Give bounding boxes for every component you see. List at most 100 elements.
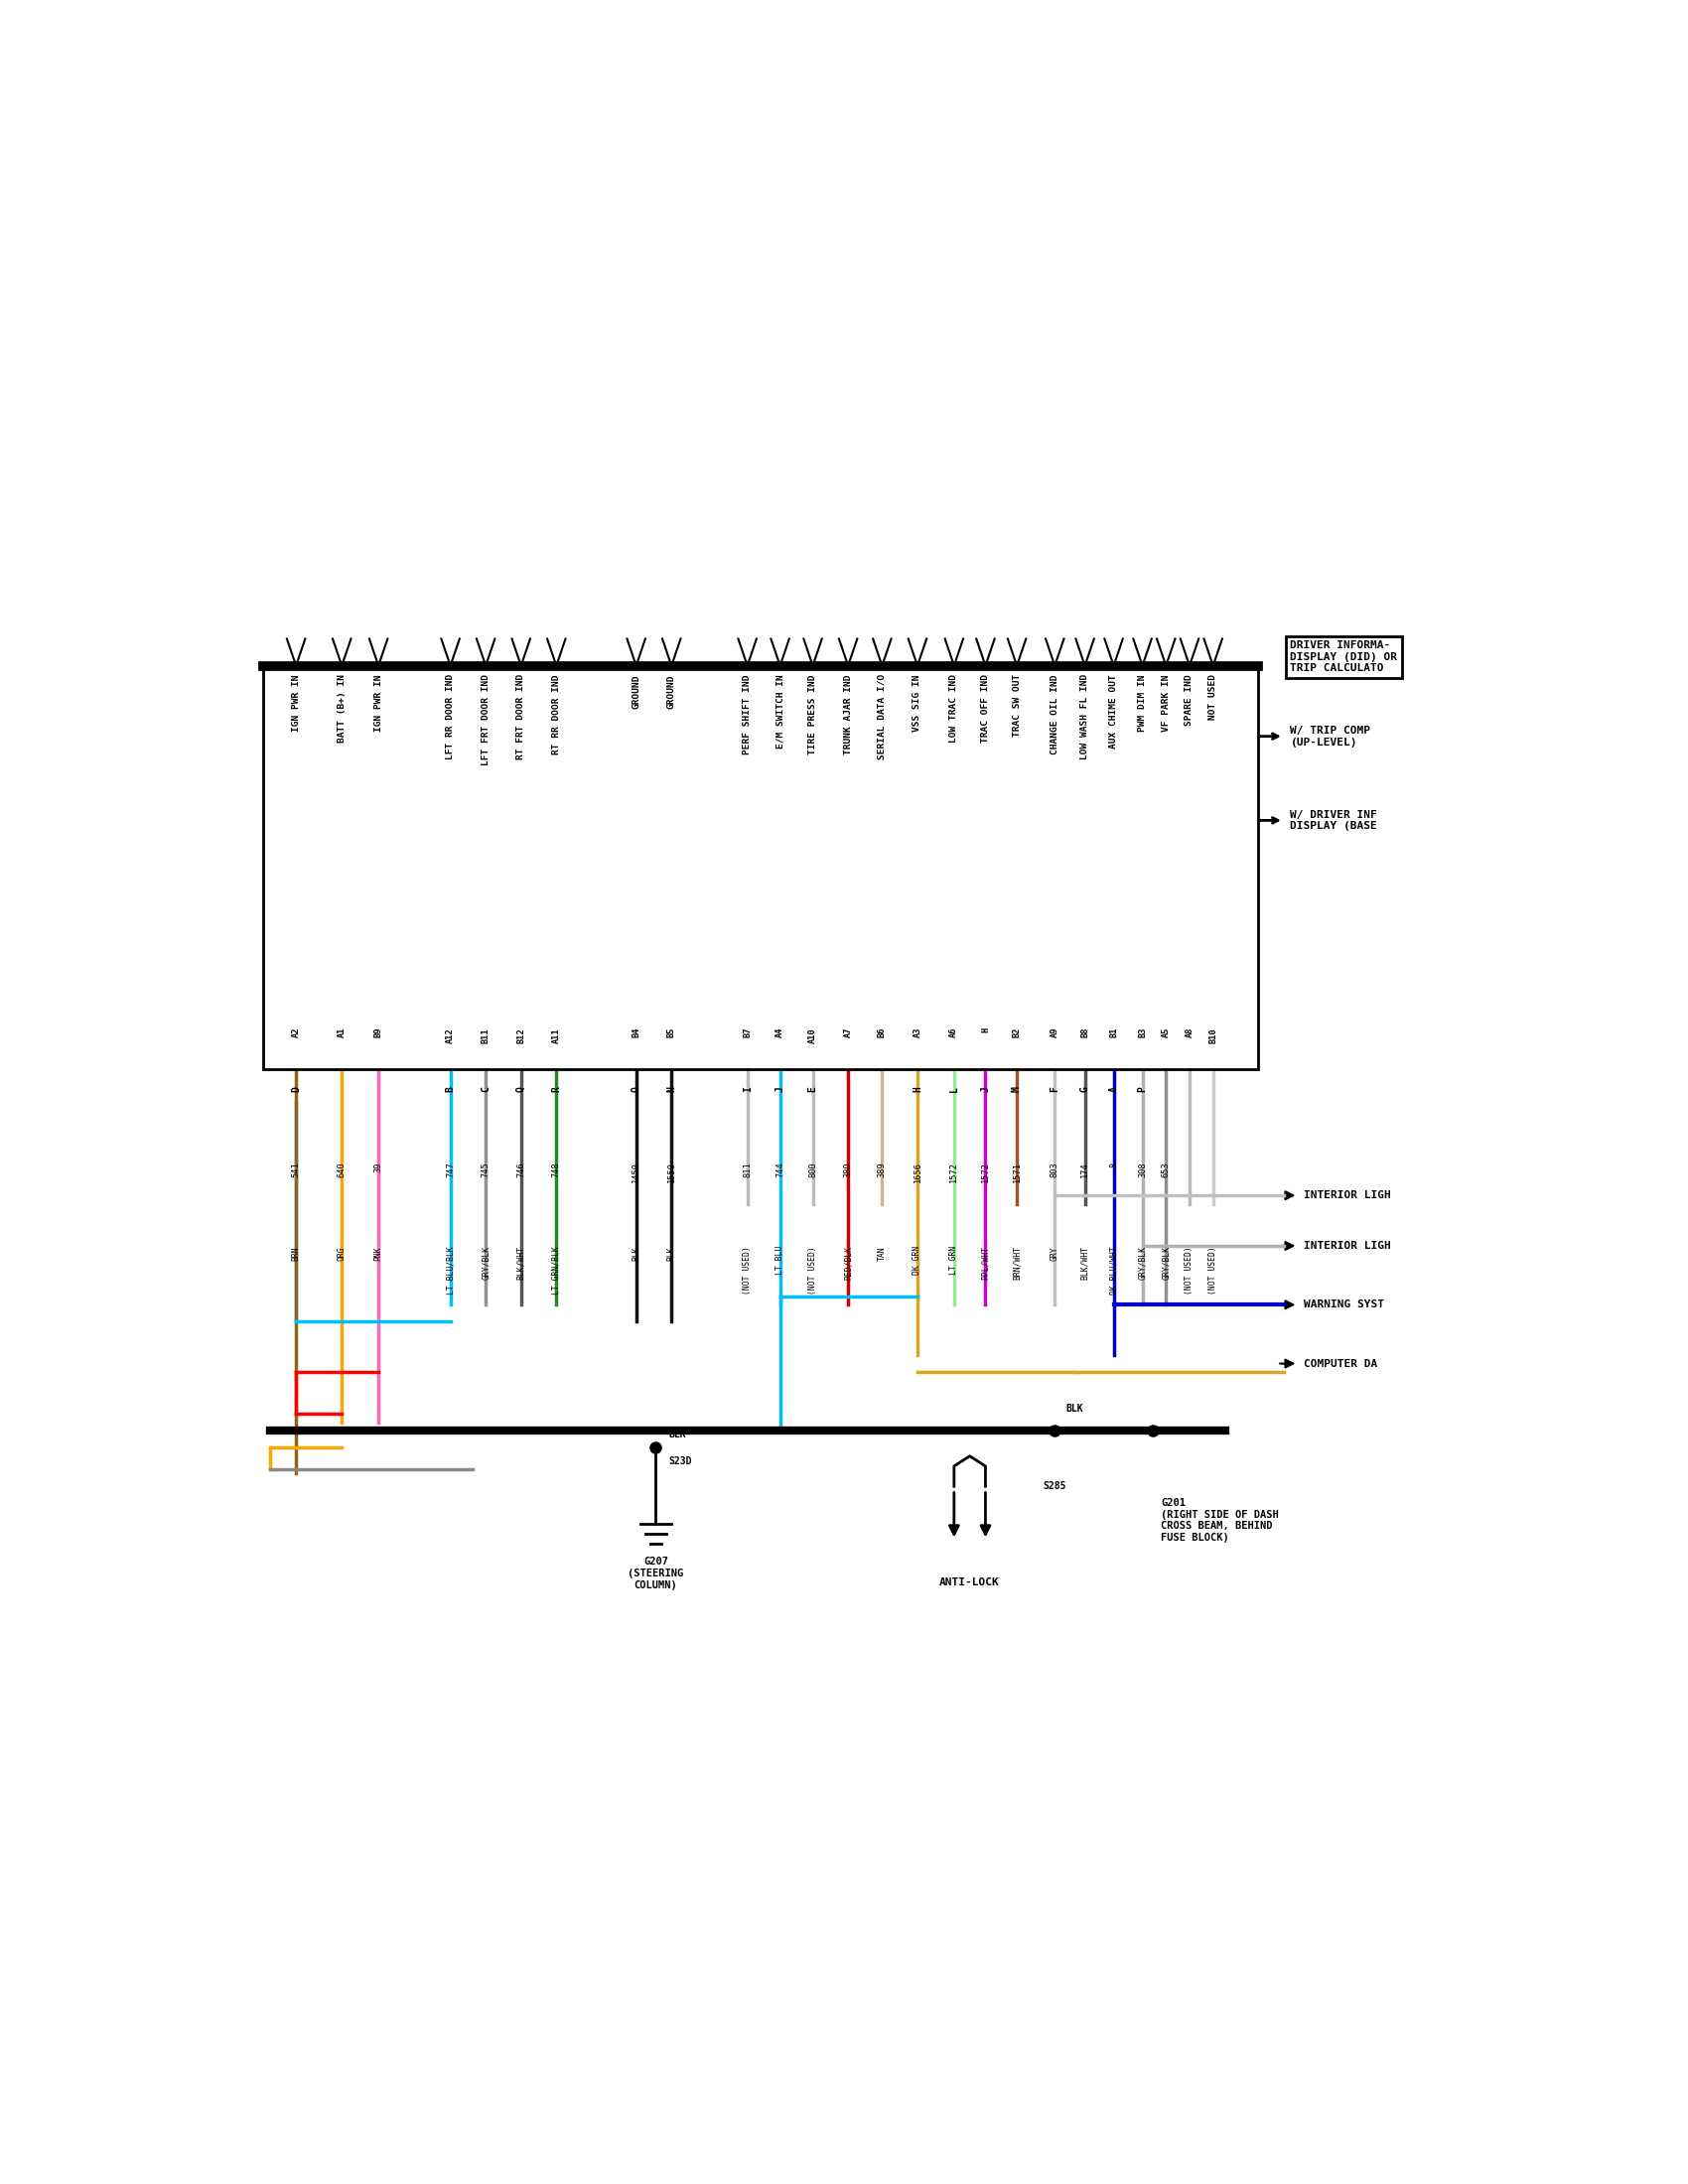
Text: A12: A12 [446, 1026, 454, 1044]
Text: RT RR DOOR IND: RT RR DOOR IND [552, 675, 560, 753]
Text: O: O [631, 1085, 641, 1092]
Text: PWM DIM IN: PWM DIM IN [1138, 675, 1146, 732]
Text: 1450: 1450 [631, 1162, 641, 1182]
Text: 8: 8 [1109, 1162, 1117, 1166]
Text: NOT USED: NOT USED [1209, 675, 1217, 721]
Text: A11: A11 [552, 1026, 560, 1044]
Text: BRN/WHT: BRN/WHT [1013, 1245, 1021, 1280]
Text: TRAC SW OUT: TRAC SW OUT [1013, 675, 1021, 736]
Text: E/M SWITCH IN: E/M SWITCH IN [775, 675, 785, 749]
Text: SERIAL DATA I/O: SERIAL DATA I/O [878, 675, 886, 760]
Text: J: J [775, 1085, 785, 1092]
Text: A5: A5 [1161, 1026, 1170, 1037]
Text: IGN PWR IN: IGN PWR IN [375, 675, 383, 732]
Text: S23D: S23D [668, 1457, 692, 1465]
Text: 746: 746 [517, 1162, 525, 1177]
Text: F: F [1050, 1085, 1060, 1092]
Text: A6: A6 [950, 1026, 959, 1037]
Text: BLK: BLK [631, 1245, 641, 1260]
Text: RT FRT DOOR IND: RT FRT DOOR IND [517, 675, 525, 760]
Text: A: A [1109, 1085, 1119, 1092]
Text: GRY/BLK: GRY/BLK [1161, 1245, 1170, 1280]
Text: 640: 640 [338, 1162, 346, 1177]
Text: A4: A4 [775, 1026, 785, 1037]
Text: BLK/WHT: BLK/WHT [1080, 1245, 1089, 1280]
Text: ORG: ORG [338, 1245, 346, 1260]
Text: N: N [667, 1085, 677, 1092]
Text: WARNING SYST: WARNING SYST [1303, 1299, 1384, 1310]
Text: 389: 389 [878, 1162, 886, 1177]
Text: B2: B2 [1013, 1026, 1021, 1037]
Text: COMPUTER DA: COMPUTER DA [1303, 1358, 1377, 1369]
Text: VSS SIG IN: VSS SIG IN [913, 675, 922, 732]
Text: D: D [290, 1085, 300, 1092]
Text: B1: B1 [1109, 1026, 1117, 1037]
Text: DK BLU/WHT: DK BLU/WHT [1109, 1245, 1117, 1295]
Text: 1571: 1571 [1013, 1162, 1021, 1182]
Text: A8: A8 [1185, 1026, 1193, 1037]
Text: GRY/BLK: GRY/BLK [481, 1245, 490, 1280]
Text: LFT FRT DOOR IND: LFT FRT DOOR IND [481, 675, 490, 764]
Text: G201
(RIGHT SIDE OF DASH
CROSS BEAM, BEHIND
FUSE BLOCK): G201 (RIGHT SIDE OF DASH CROSS BEAM, BEH… [1161, 1498, 1280, 1542]
Text: H: H [913, 1085, 922, 1092]
Text: GRY: GRY [1050, 1245, 1060, 1260]
Text: B4: B4 [631, 1026, 641, 1037]
Text: BLK: BLK [1065, 1404, 1084, 1413]
Text: LT GRN/BLK: LT GRN/BLK [552, 1245, 560, 1295]
Text: 748: 748 [552, 1162, 560, 1177]
Text: 1572: 1572 [950, 1162, 959, 1182]
Text: B5: B5 [667, 1026, 675, 1037]
Text: TRUNK AJAR IND: TRUNK AJAR IND [844, 675, 852, 753]
Text: LT BLU/BLK: LT BLU/BLK [446, 1245, 454, 1295]
Text: CHANGE OIL IND: CHANGE OIL IND [1050, 675, 1060, 753]
Text: GRY/BLK: GRY/BLK [1138, 1245, 1146, 1280]
Text: LOW TRAC IND: LOW TRAC IND [950, 675, 959, 743]
Text: B9: B9 [375, 1026, 383, 1037]
Text: SPARE IND: SPARE IND [1185, 675, 1193, 725]
Text: LFT RR DOOR IND: LFT RR DOOR IND [446, 675, 454, 760]
Text: 744: 744 [775, 1162, 785, 1177]
Text: 1656: 1656 [913, 1162, 922, 1182]
Text: RED/BLK: RED/BLK [844, 1245, 852, 1280]
Text: AUX CHIME OUT: AUX CHIME OUT [1109, 675, 1117, 749]
Text: LT GRN: LT GRN [950, 1245, 959, 1275]
Text: (NOT USED): (NOT USED) [1185, 1245, 1193, 1295]
Text: A10: A10 [809, 1026, 817, 1044]
Text: B3: B3 [1138, 1026, 1146, 1037]
Text: L: L [949, 1085, 959, 1092]
Text: W/ DRIVER INF
DISPLAY (BASE: W/ DRIVER INF DISPLAY (BASE [1290, 810, 1377, 832]
Text: 747: 747 [446, 1162, 454, 1177]
Text: 1550: 1550 [667, 1162, 675, 1182]
Text: A2: A2 [292, 1026, 300, 1037]
Text: R: R [552, 1085, 562, 1092]
Text: C: C [481, 1085, 491, 1092]
Text: PPL/WHT: PPL/WHT [981, 1245, 989, 1280]
Text: J: J [981, 1085, 991, 1092]
Text: 174: 174 [1080, 1162, 1089, 1177]
Text: TRAC OFF IND: TRAC OFF IND [981, 675, 989, 743]
Text: GROUND: GROUND [667, 675, 675, 708]
Text: TAN: TAN [878, 1245, 886, 1260]
Text: W/ TRIP COMP
(UP-LEVEL): W/ TRIP COMP (UP-LEVEL) [1290, 725, 1371, 747]
Text: G207
(STEERING
COLUMN): G207 (STEERING COLUMN) [628, 1557, 684, 1590]
Text: IGN PWR IN: IGN PWR IN [292, 675, 300, 732]
Text: P: P [1138, 1085, 1148, 1092]
Text: LOW WASH FL IND: LOW WASH FL IND [1080, 675, 1089, 760]
Bar [263, 666, 1258, 1070]
Text: 653: 653 [1161, 1162, 1170, 1177]
Text: A7: A7 [844, 1026, 852, 1037]
Text: Q: Q [517, 1085, 527, 1092]
Text: S285: S285 [1043, 1481, 1067, 1492]
Text: BATT (B+) IN: BATT (B+) IN [338, 675, 346, 743]
Text: (NOT USED): (NOT USED) [809, 1245, 817, 1295]
Text: 308: 308 [1138, 1162, 1146, 1177]
Text: 745: 745 [481, 1162, 490, 1177]
Text: M: M [1011, 1085, 1021, 1092]
Text: H: H [981, 1026, 989, 1033]
Text: VF PARK IN: VF PARK IN [1161, 675, 1170, 732]
Text: INTERIOR LIGH: INTERIOR LIGH [1303, 1241, 1391, 1251]
Text: B10: B10 [1209, 1026, 1217, 1044]
Text: TIRE PRESS IND: TIRE PRESS IND [809, 675, 817, 753]
Text: BLK: BLK [668, 1428, 687, 1439]
Text: B11: B11 [481, 1026, 490, 1044]
